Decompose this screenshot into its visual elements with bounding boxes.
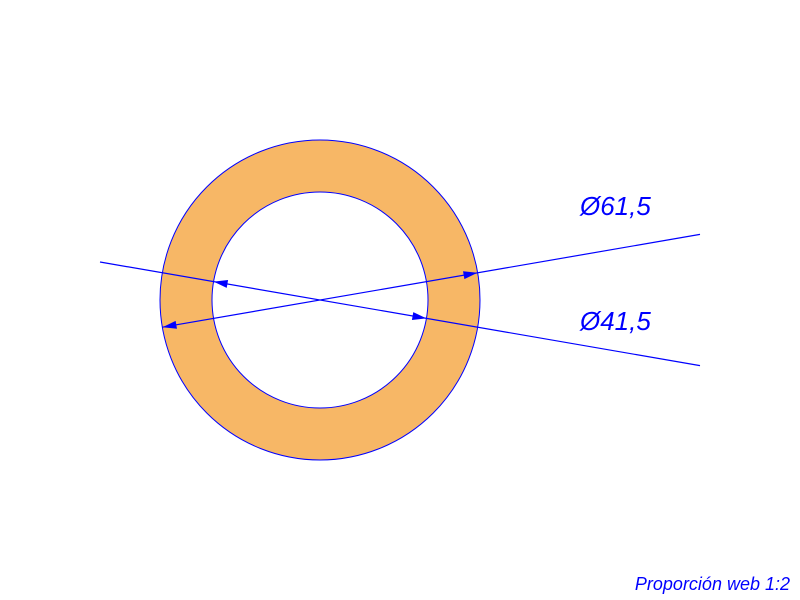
dimension-arrowhead [214, 280, 228, 288]
dimension-arrowhead [412, 312, 426, 320]
dim-outer-label: Ø61,5 [579, 191, 651, 221]
footer-text: Proporción web 1:2 [635, 574, 790, 594]
dim-inner-label: Ø41,5 [579, 306, 651, 336]
